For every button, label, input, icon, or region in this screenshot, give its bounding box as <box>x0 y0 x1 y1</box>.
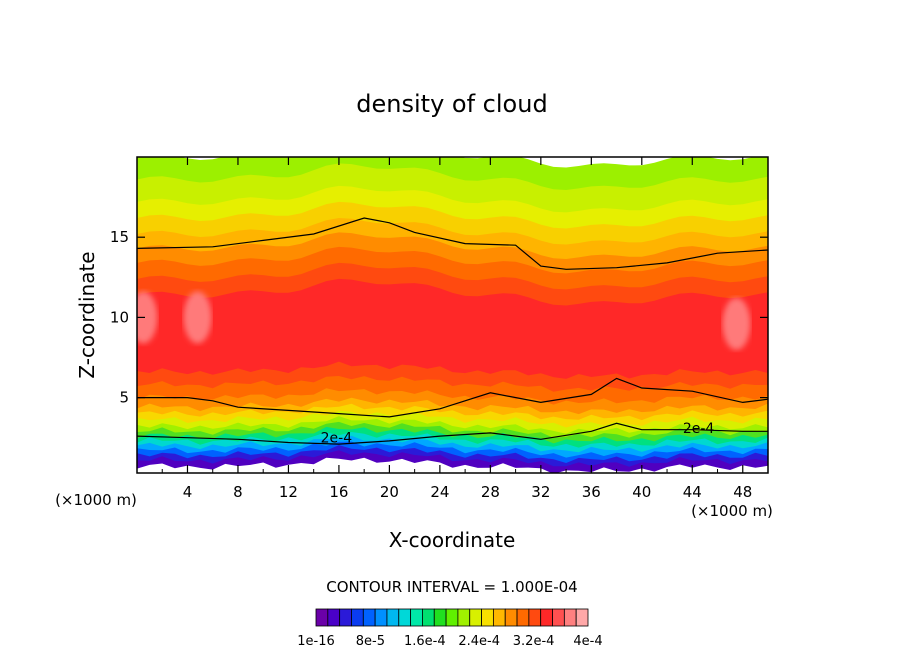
colorbar-swatch <box>504 608 518 627</box>
colorbar-swatch <box>445 608 459 627</box>
colorbar-swatch <box>563 608 577 627</box>
colorbar-tick-label: 4e-4 <box>573 634 602 649</box>
colorbar <box>315 608 589 627</box>
contour-lines <box>137 217 768 445</box>
colorbar-swatch <box>540 608 553 627</box>
x-tick-label: 12 <box>279 483 298 501</box>
colorbar-swatch <box>552 608 565 627</box>
colorbar-swatch <box>327 608 341 627</box>
y-tick-label: 5 <box>119 389 129 407</box>
x-tick-label: 48 <box>733 483 752 501</box>
colorbar-swatch <box>516 608 530 627</box>
contour-label: 2e-4 <box>321 431 353 447</box>
y-axis: 5 10 15 <box>110 228 768 407</box>
contour-line <box>137 422 768 445</box>
y-tick-label: 10 <box>110 308 129 326</box>
colorbar-swatch <box>315 608 329 627</box>
colorbar-swatch <box>528 608 542 627</box>
colorbar-swatch <box>422 608 435 627</box>
colorbar-tick-label: 1e-16 <box>297 634 335 649</box>
x-axis: 4 8 12 16 20 24 28 32 36 40 44 48 <box>161 157 752 501</box>
x-unit-right: (×1000 m) <box>691 502 773 520</box>
y-tick-label: 15 <box>110 228 129 246</box>
field-band <box>137 457 768 473</box>
field-maximum <box>722 297 751 350</box>
y-axis-label: Z-coordinate <box>75 251 99 378</box>
field-maximum <box>183 291 212 344</box>
colorbar-swatch <box>433 608 447 627</box>
x-unit-left: (×1000 m) <box>55 491 137 509</box>
colorbar-tick-label: 3.2e-4 <box>513 634 555 649</box>
x-tick-label: 44 <box>683 483 702 501</box>
colorbar-swatch <box>457 608 471 627</box>
plot-area <box>137 157 768 473</box>
x-tick-label: 40 <box>632 483 651 501</box>
contour-interval: CONTOUR INTERVAL = 1.000E-04 <box>326 578 577 596</box>
x-tick-label: 8 <box>233 483 243 501</box>
colorbar-swatch <box>410 608 423 627</box>
x-tick-label: 20 <box>380 483 399 501</box>
contour-labels: 2e-4 2e-4 <box>321 421 715 447</box>
x-tick-label: 4 <box>183 483 193 501</box>
colorbar-swatch <box>339 608 352 627</box>
colorbar-swatch <box>492 608 506 627</box>
plot-frame <box>136 156 769 474</box>
colorbar-tick-label: 1.6e-4 <box>404 634 446 649</box>
contour-line <box>137 217 768 270</box>
colorbar-swatch <box>374 608 388 627</box>
colorbar-tick-label: 8e-5 <box>356 634 385 649</box>
contour-line <box>137 377 768 418</box>
colorbar-swatch <box>469 608 482 627</box>
x-tick-label: 36 <box>582 483 601 501</box>
contour-label: 2e-4 <box>683 421 715 437</box>
colorbar-swatch <box>398 608 412 627</box>
chart-title: density of cloud <box>356 90 547 118</box>
x-tick-label: 28 <box>481 483 500 501</box>
x-tick-label: 24 <box>430 483 449 501</box>
field-maximum <box>137 291 158 344</box>
colorbar-swatch <box>362 608 376 627</box>
colorbar-swatch <box>386 608 400 627</box>
colorbar-labels: 1e-16 8e-5 1.6e-4 2.4e-4 3.2e-4 4e-4 <box>297 634 602 649</box>
colorbar-tick-label: 2.4e-4 <box>458 634 500 649</box>
colorbar-swatch <box>351 608 364 627</box>
colorbar-swatch <box>481 608 494 627</box>
x-tick-label: 16 <box>329 483 348 501</box>
x-tick-label: 32 <box>531 483 550 501</box>
colorbar-swatch <box>575 608 589 627</box>
x-axis-label: X-coordinate <box>389 528 516 552</box>
